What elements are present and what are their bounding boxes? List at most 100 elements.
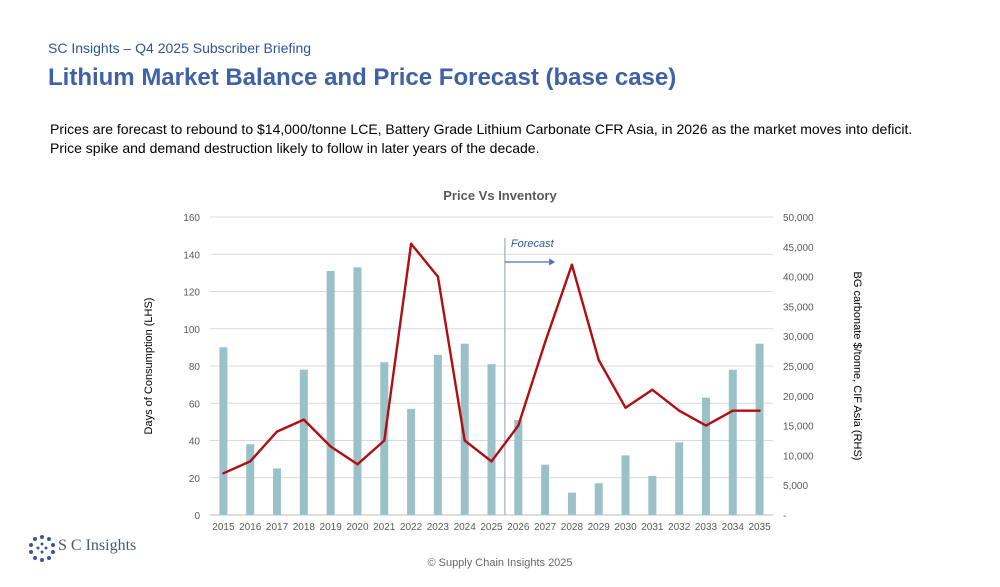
y-axis-label-right: BG carbonate $/tonne, CIF Asia (RHS) <box>851 272 863 461</box>
forecast-arrow-head-icon <box>549 258 556 266</box>
y-tick-label-left: 100 <box>183 325 200 336</box>
y-tick-label-left: 140 <box>183 250 200 261</box>
header-kicker: SC Insights – Q4 2025 Subscriber Briefin… <box>48 40 312 56</box>
price-vs-inventory-chart: Price Vs Inventory Forecast 0 20 40 60 80 100… <box>143 188 863 533</box>
y-axis-label-left: Days of Consumption (LHS) <box>143 298 155 435</box>
y-tick-label-right: 10,000 <box>783 451 814 462</box>
y-tick-label-right: 30,000 <box>783 332 814 343</box>
price-point-2016 <box>249 460 252 463</box>
x-tick-label: 2019 <box>320 522 343 533</box>
price-point-2034 <box>731 409 734 412</box>
y-tick-label-right: 35,000 <box>783 302 814 313</box>
x-tick-label: 2033 <box>695 522 718 533</box>
price-point-2033 <box>704 424 708 427</box>
x-tick-label: 2023 <box>427 522 450 533</box>
x-tick-label: 2020 <box>346 522 369 533</box>
price-point-2029 <box>597 358 600 362</box>
inventory-bar-2034 <box>728 369 737 515</box>
x-tick-label: 2030 <box>614 522 637 533</box>
summary-text: Prices are forecast to rebound to $14,00… <box>50 120 980 158</box>
y-tick-label-right: 40,000 <box>783 273 814 284</box>
inventory-bar-2023 <box>433 354 442 515</box>
price-point-2019 <box>329 445 332 448</box>
price-point-2026 <box>517 424 520 427</box>
chart-title: Price Vs Inventory <box>443 188 557 203</box>
x-tick-label: 2017 <box>266 522 289 533</box>
x-tick-label: 2028 <box>561 522 584 533</box>
inventory-bar-2015 <box>219 347 228 515</box>
price-point-2035 <box>758 409 761 412</box>
price-line-layer <box>222 242 761 475</box>
x-tick-label: 2016 <box>239 522 262 533</box>
page-title: Lithium Market Balance and Price Forecas… <box>48 64 677 91</box>
price-point-2025 <box>490 460 493 463</box>
inventory-bar-2027 <box>541 464 550 515</box>
x-tick-label: 2029 <box>588 522 611 533</box>
inventory-bar-2018 <box>299 369 308 515</box>
y-tick-label-left: 0 <box>194 511 200 522</box>
inventory-bar-2016 <box>246 444 255 515</box>
x-tick-label: 2018 <box>293 522 316 533</box>
price-point-2022 <box>409 242 413 246</box>
inventory-bar-2028 <box>567 492 576 515</box>
y-tick-label-left: 160 <box>183 213 200 224</box>
company-logo: S C Insights <box>28 532 158 562</box>
price-point-2028 <box>570 263 574 266</box>
y-tick-label-right: - <box>783 511 786 522</box>
x-tick-label: 2024 <box>454 522 477 533</box>
price-point-2024 <box>463 439 466 442</box>
forecast-label: Forecast <box>511 238 555 250</box>
inventory-bar-2026 <box>514 420 523 515</box>
inventory-bar-2019 <box>326 271 335 515</box>
logo-dots-icon <box>29 535 55 562</box>
price-point-2032 <box>677 409 681 412</box>
footer-copyright: © Supply Chain Insights 2025 <box>427 557 573 569</box>
y-tick-label-left: 120 <box>183 288 200 299</box>
inventory-bar-2033 <box>701 397 710 515</box>
x-tick-label: 2027 <box>534 522 557 533</box>
x-tick-label: 2026 <box>507 522 530 533</box>
x-tick-label: 2035 <box>748 522 771 533</box>
inventory-bar-2030 <box>621 455 630 515</box>
price-point-2015 <box>222 472 225 475</box>
x-tick-label: 2021 <box>373 522 396 533</box>
inventory-bar-2029 <box>594 483 603 515</box>
y-tick-label-right: 50,000 <box>783 213 814 224</box>
y-tick-label-left: 60 <box>189 399 201 410</box>
summary-line-2: Price spike and demand destruction likel… <box>50 140 540 156</box>
inventory-bar-2035 <box>755 343 764 515</box>
price-point-2023 <box>436 275 440 278</box>
x-tick-label: 2022 <box>400 522 423 533</box>
price-point-2031 <box>651 388 654 392</box>
y-tick-label-right: 15,000 <box>783 422 814 433</box>
y-tick-label-left: 40 <box>189 437 201 448</box>
y-tick-label-right: 45,000 <box>783 243 814 254</box>
inventory-bar-2031 <box>648 475 657 515</box>
y-tick-label-right: 25,000 <box>783 362 814 373</box>
x-tick-label: 2032 <box>668 522 691 533</box>
price-point-2017 <box>275 430 279 433</box>
x-tick-label: 2034 <box>722 522 745 533</box>
inventory-bar-2020 <box>353 267 362 515</box>
x-tick-label: 2015 <box>212 522 235 533</box>
x-tick-label: 2031 <box>641 522 664 533</box>
axes: 0 20 40 60 80 100 120 140 160 - 5,000 10,000 15,000 2… <box>183 213 814 533</box>
price-point-2030 <box>624 406 627 409</box>
y-tick-label-right: 5,000 <box>783 481 808 492</box>
inventory-bar-2017 <box>273 468 282 515</box>
inventory-bar-2024 <box>460 343 469 515</box>
y-tick-label-left: 80 <box>189 362 201 373</box>
inventory-bar-2032 <box>675 442 684 515</box>
logo-text: S C Insights <box>58 537 137 554</box>
summary-line-1: Prices are forecast to rebound to $14,00… <box>50 121 913 137</box>
inventory-bars <box>219 267 764 515</box>
y-tick-label-right: 20,000 <box>783 392 814 403</box>
x-tick-label: 2025 <box>480 522 503 533</box>
price-point-2027 <box>543 340 547 344</box>
price-point-2021 <box>383 439 386 442</box>
inventory-bar-2025 <box>487 364 496 515</box>
y-tick-label-left: 20 <box>189 474 201 485</box>
forecast-marker: Forecast <box>504 238 556 515</box>
price-point-2020 <box>356 463 359 466</box>
price-point-2018 <box>302 418 306 421</box>
